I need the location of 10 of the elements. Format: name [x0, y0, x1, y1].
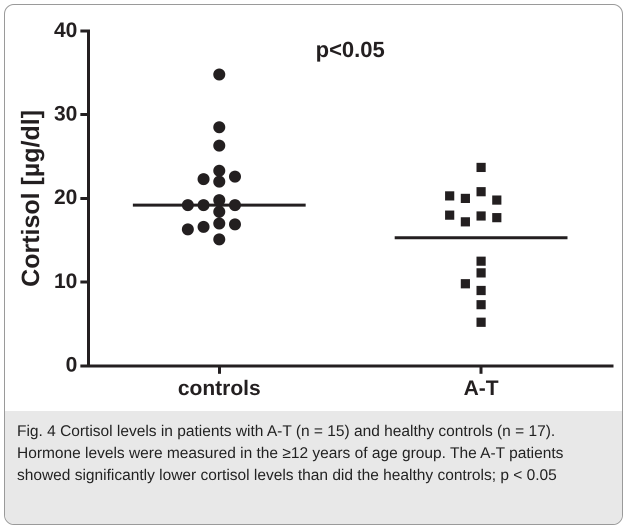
- y-tick-label: 40: [54, 18, 78, 42]
- x-tick-label: A-T: [464, 377, 499, 400]
- y-tick-label: 30: [54, 102, 78, 126]
- caption: Fig. 4 Cortisol levels in patients with A-T (n = 15) and healthy controls (n = 17). Hormone levels were measured in the ≥12 years of age group. The A-T patients showed significantly lower cortisol levels than did the healthy controls; p < 0.05: [5, 411, 622, 526]
- y-tick-label: 0: [66, 354, 78, 377]
- annotation: p<0.05: [316, 37, 385, 62]
- y-tick-label: 10: [54, 270, 78, 293]
- x-tick-label: controls: [178, 377, 261, 400]
- y-axis-title: Cortisol [µg/dl]: [16, 110, 45, 287]
- y-tick-label: 20: [54, 186, 78, 210]
